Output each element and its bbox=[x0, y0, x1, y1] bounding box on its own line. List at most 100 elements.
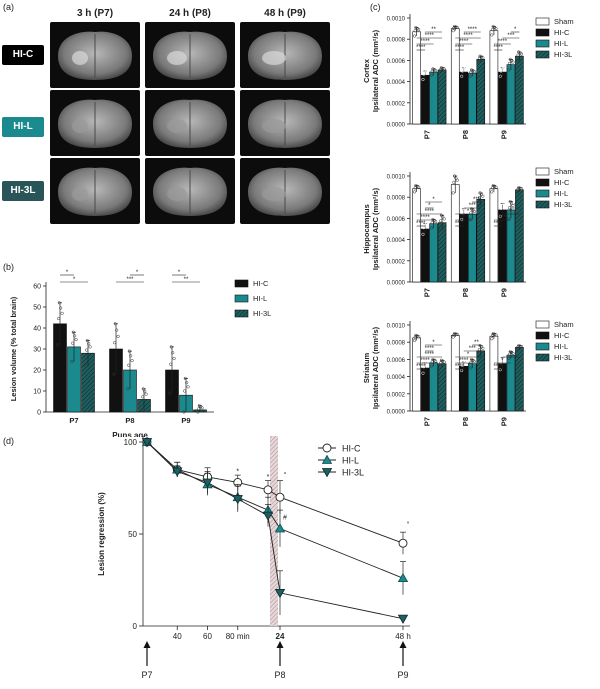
data-point bbox=[57, 317, 61, 321]
panel-label-d: (d) bbox=[3, 436, 14, 446]
x-tick-label: 80 min bbox=[226, 632, 250, 641]
chart-cortex-adc: 0.0000 0.0002 0.0004 0.0006 0.0008 0.0010 Cort… bbox=[362, 14, 574, 139]
data-point bbox=[197, 407, 201, 411]
significance-label: *** bbox=[469, 203, 477, 209]
data-point bbox=[438, 365, 442, 369]
chart-hippocampus-adc: 0.0000 0.0002 0.0004 0.0006 0.0008 0.0010 Hipp… bbox=[362, 167, 574, 297]
row-label-hic: HI-C bbox=[2, 45, 44, 65]
data-point bbox=[57, 301, 61, 305]
data-point bbox=[434, 220, 438, 224]
significance-label: **** bbox=[493, 364, 503, 370]
significance-label: * bbox=[514, 27, 517, 33]
mri-image bbox=[145, 90, 235, 156]
significance-label: * bbox=[467, 209, 470, 215]
y-tick-label: 0.0006 bbox=[387, 358, 406, 364]
data-point bbox=[425, 363, 429, 367]
data-point bbox=[126, 387, 130, 391]
data-point bbox=[508, 199, 512, 203]
data-point bbox=[185, 381, 189, 385]
category-tick-label: P7 bbox=[422, 417, 431, 426]
data-point bbox=[422, 72, 426, 76]
legend-label: Sham bbox=[554, 17, 574, 26]
data-point bbox=[477, 347, 481, 352]
y-tick-label: 60 bbox=[33, 284, 41, 291]
significance-label: * bbox=[514, 203, 517, 209]
significance-label: **** bbox=[425, 33, 435, 39]
data-point bbox=[186, 385, 190, 389]
data-point bbox=[490, 333, 495, 338]
data-point bbox=[434, 359, 438, 363]
legend-label: HI-L bbox=[554, 39, 568, 48]
y-tick-label: 40 bbox=[33, 326, 41, 333]
data-point bbox=[417, 185, 421, 189]
data-point bbox=[490, 33, 494, 37]
y-axis-label: Lesion regression (%) bbox=[97, 492, 106, 576]
data-point bbox=[502, 359, 507, 363]
bar bbox=[459, 71, 469, 125]
brain-scan-shape bbox=[58, 167, 132, 216]
y-tick-label: 0.0010 bbox=[387, 17, 406, 23]
chart-lesion-volume: 0 10 20 30 40 50 60 Lesion volume (% total brai… bbox=[9, 270, 271, 437]
panel-label-a: (a) bbox=[3, 2, 14, 12]
data-point bbox=[460, 69, 464, 73]
data-point bbox=[517, 186, 521, 190]
marker-hi3l bbox=[262, 511, 274, 521]
data-point bbox=[507, 352, 512, 356]
marker-hi3l bbox=[141, 438, 153, 448]
x-tick-label: 48 h bbox=[395, 632, 411, 641]
data-point bbox=[141, 387, 145, 391]
y-axis-label: Lesion volume (% total brain) bbox=[9, 296, 18, 401]
y-tick-label: 30 bbox=[33, 347, 41, 354]
bar bbox=[506, 209, 516, 283]
significance-label: **** bbox=[463, 33, 473, 39]
legend-label: HI-C bbox=[554, 28, 570, 37]
data-point bbox=[421, 77, 425, 82]
brain-scan-shape bbox=[153, 99, 227, 148]
legend-label: HI-C bbox=[554, 178, 570, 187]
data-point bbox=[70, 360, 74, 364]
significance-label: * bbox=[66, 270, 69, 276]
significance-label: *** bbox=[499, 215, 507, 221]
data-point bbox=[169, 362, 173, 366]
y-axis-label: Cortex bbox=[362, 58, 371, 83]
data-point bbox=[507, 206, 512, 210]
y-tick-label: 0.0010 bbox=[387, 175, 406, 181]
brain-scan-shape bbox=[248, 167, 322, 216]
data-point bbox=[511, 351, 515, 355]
annotation-label: ° bbox=[284, 471, 287, 479]
legend-label: Sham bbox=[554, 320, 574, 329]
data-point bbox=[499, 360, 503, 364]
annotation-label: * bbox=[236, 468, 239, 475]
significance-label: *** bbox=[507, 33, 515, 39]
significance-label: *** bbox=[473, 197, 481, 203]
timepoint-arrowhead bbox=[399, 641, 407, 648]
bar bbox=[467, 72, 477, 125]
data-point bbox=[56, 343, 60, 347]
data-point bbox=[417, 335, 421, 339]
brain-scan-shape bbox=[153, 167, 227, 216]
y-tick-label: 50 bbox=[128, 530, 137, 539]
data-point bbox=[127, 349, 131, 353]
bar bbox=[489, 335, 499, 412]
data-point bbox=[140, 408, 144, 412]
legend-label: HI-C bbox=[554, 331, 570, 340]
data-point bbox=[169, 345, 173, 349]
data-point bbox=[183, 389, 187, 393]
data-point bbox=[452, 333, 456, 337]
significance-label: **** bbox=[455, 221, 465, 227]
data-point bbox=[454, 176, 458, 180]
data-point bbox=[434, 68, 438, 73]
significance-label: **** bbox=[459, 358, 469, 364]
data-point bbox=[468, 366, 472, 370]
bar bbox=[489, 188, 499, 283]
marker-hil bbox=[397, 572, 409, 583]
mri-image bbox=[240, 90, 330, 156]
data-point bbox=[490, 190, 494, 194]
data-point bbox=[477, 60, 481, 65]
legend-swatch bbox=[234, 309, 249, 318]
data-point bbox=[429, 226, 434, 230]
panel-label-c: (c) bbox=[370, 2, 381, 12]
marker-hi3l bbox=[397, 614, 409, 624]
bar bbox=[412, 188, 421, 283]
significance-label: **** bbox=[498, 39, 508, 45]
